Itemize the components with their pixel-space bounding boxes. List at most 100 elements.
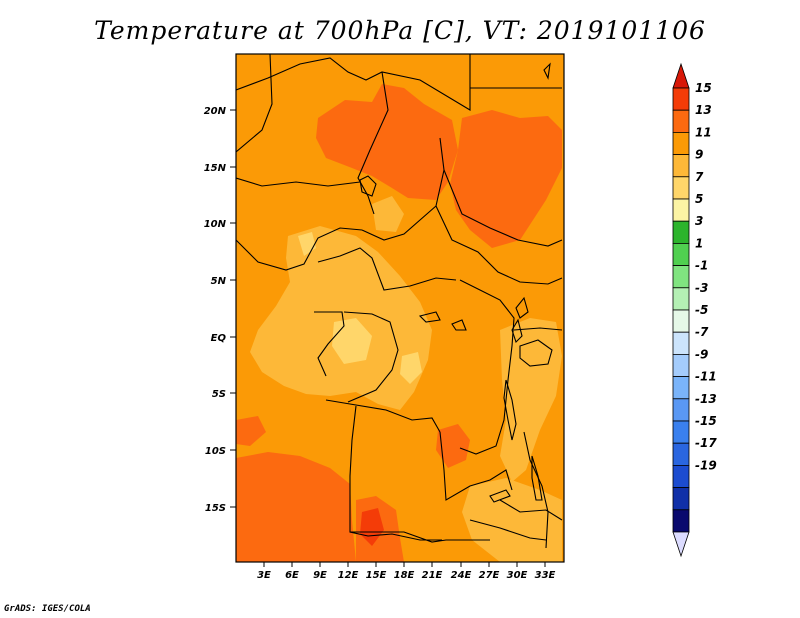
longitude-axis: 3E 6E 9E 12E 15E 18E 21E 24E 27E 30E 33E bbox=[257, 562, 556, 581]
legend-swatch bbox=[672, 353, 690, 377]
field-11-13-angola bbox=[436, 424, 470, 468]
lat-label-15n: 15N bbox=[204, 163, 227, 174]
lake-victoria bbox=[519, 339, 553, 367]
legend-swatch bbox=[672, 287, 690, 311]
lon-label-12e: 12E bbox=[338, 570, 359, 581]
legend-label: -3 bbox=[695, 281, 708, 295]
border-cameroon bbox=[236, 227, 363, 271]
lon-label-18e: 18E bbox=[394, 570, 415, 581]
temperature-field bbox=[236, 54, 564, 562]
border-west-africa bbox=[236, 54, 273, 153]
country-borders bbox=[236, 54, 563, 549]
legend-label: 11 bbox=[695, 125, 712, 139]
border-zimbabwe bbox=[469, 519, 547, 541]
inland-water-1 bbox=[418, 311, 441, 323]
border-sahara-north bbox=[236, 54, 471, 111]
lon-label-9e: 9E bbox=[313, 570, 327, 581]
legend-label: 3 bbox=[695, 214, 703, 228]
border-zambia bbox=[439, 431, 513, 501]
lat-label-5n: 5N bbox=[211, 276, 227, 287]
legend-swatch bbox=[672, 420, 690, 444]
legend-swatch bbox=[672, 154, 690, 178]
field-5-7-patch-2 bbox=[400, 352, 422, 384]
legend-label: 1 bbox=[695, 236, 703, 250]
field-11-13-hot-spot bbox=[360, 508, 384, 546]
legend-label: -19 bbox=[695, 458, 717, 472]
legend-label: -9 bbox=[695, 347, 708, 361]
field-5-7-patch-1 bbox=[332, 318, 372, 364]
field-7-9-central bbox=[250, 226, 432, 410]
lat-label-20n: 20N bbox=[204, 106, 227, 117]
border-angola-north bbox=[325, 399, 441, 433]
grads-credit: GrADS: IGES/COLA bbox=[4, 604, 91, 614]
map-title: Temperature at 700hPa [C], VT: 201910110… bbox=[94, 16, 706, 45]
legend-label: 7 bbox=[695, 170, 704, 184]
lake-turkana bbox=[543, 62, 551, 80]
legend-swatch bbox=[672, 198, 690, 222]
lon-label-3e: 3E bbox=[257, 570, 271, 581]
legend-swatch bbox=[672, 176, 690, 200]
lat-label-eq: EQ bbox=[211, 333, 227, 344]
legend-swatch bbox=[672, 309, 690, 333]
lat-label-5s: 5S bbox=[212, 389, 226, 400]
lat-label-10s: 10S bbox=[205, 446, 226, 457]
lon-label-21e: 21E bbox=[422, 570, 443, 581]
border-drc bbox=[459, 279, 515, 455]
lake-kivu bbox=[511, 318, 523, 344]
legend-swatch bbox=[672, 109, 690, 133]
lon-label-24e: 24E bbox=[451, 570, 472, 581]
legend-arrow-bottom bbox=[672, 531, 690, 558]
legend-swatch bbox=[672, 220, 690, 244]
legend-swatch bbox=[672, 131, 690, 155]
legend-label: -15 bbox=[695, 414, 717, 428]
field-7-9-south-east bbox=[462, 478, 562, 562]
lon-label-30e: 30E bbox=[507, 570, 528, 581]
color-legend: 15 13 11 9 7 5 3 1 -1 -3 -5 -7 -9 -11 -13 -15 -17 -19 bbox=[672, 62, 717, 558]
lon-label-15e: 15E bbox=[366, 570, 387, 581]
border-tanzania bbox=[513, 327, 563, 331]
lat-label-15s: 15S bbox=[205, 503, 226, 514]
border-south-sudan bbox=[435, 205, 563, 285]
border-niger-nigeria bbox=[236, 177, 361, 187]
legend-label: 15 bbox=[695, 81, 712, 95]
legend-label: -5 bbox=[695, 303, 708, 317]
field-11-13-east bbox=[450, 110, 562, 248]
legend-label: -7 bbox=[695, 325, 709, 339]
field-11-13-west-coast bbox=[236, 416, 266, 446]
legend-swatch bbox=[672, 509, 690, 533]
legend-arrow-top bbox=[672, 62, 690, 89]
lat-label-10n: 10N bbox=[204, 219, 227, 230]
legend-label: 13 bbox=[695, 103, 712, 117]
legend-swatch bbox=[672, 242, 690, 266]
lake-albert bbox=[515, 296, 529, 319]
border-chad-east bbox=[361, 137, 445, 241]
latitude-axis: 20N 15N 10N 5N EQ 5S 10S 15S bbox=[204, 106, 236, 514]
legend-label: -1 bbox=[695, 259, 708, 273]
legend-swatch bbox=[672, 398, 690, 422]
legend-swatch bbox=[672, 265, 690, 289]
lon-label-33e: 33E bbox=[535, 570, 556, 581]
lake-malawi bbox=[531, 455, 543, 501]
legend-swatch bbox=[672, 376, 690, 400]
border-car bbox=[317, 247, 457, 291]
legend-label: -13 bbox=[695, 392, 717, 406]
border-gabon bbox=[314, 311, 345, 377]
lon-label-6e: 6E bbox=[285, 570, 299, 581]
legend-label: 9 bbox=[695, 148, 703, 162]
field-7-9-east-lakes bbox=[500, 318, 562, 482]
legend-label: 5 bbox=[695, 192, 703, 206]
field-11-13-south-west bbox=[236, 452, 356, 562]
border-chad-west bbox=[357, 71, 389, 215]
legend-swatch bbox=[672, 331, 690, 355]
field-7-9-north-pocket bbox=[372, 196, 404, 232]
legend-label: -11 bbox=[695, 370, 717, 384]
lake-chad bbox=[359, 175, 377, 197]
legend-label: -17 bbox=[695, 436, 717, 450]
border-mozambique bbox=[499, 499, 563, 521]
inland-water-2 bbox=[451, 319, 467, 331]
legend-swatch bbox=[672, 464, 690, 488]
map-frame bbox=[235, 53, 565, 563]
border-malawi bbox=[523, 431, 549, 549]
field-11-13-sahel bbox=[316, 84, 458, 200]
